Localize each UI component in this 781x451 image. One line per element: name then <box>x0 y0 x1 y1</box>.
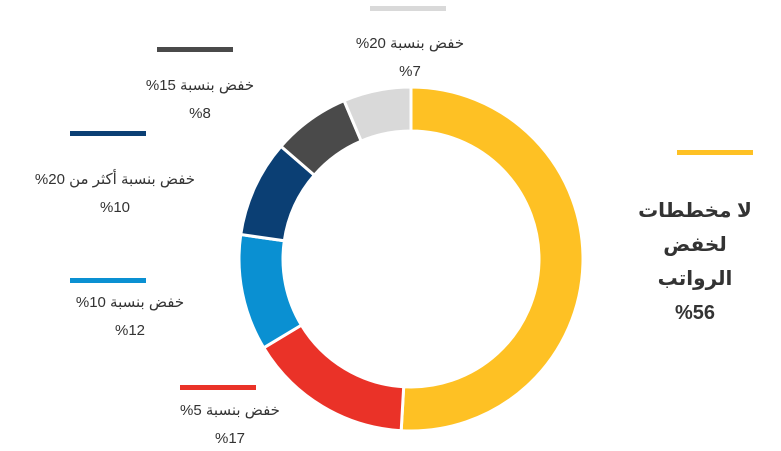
slice-label: لا مخططات لخفض الرواتب %56 <box>620 194 770 330</box>
category-label: لا مخططات لخفض الرواتب <box>638 200 752 290</box>
donut-slice <box>237 232 304 350</box>
value-label: %7 <box>399 63 421 80</box>
slice-label: خفض بنسبة 20% %7 <box>320 30 500 86</box>
donut-slice <box>342 85 413 144</box>
value-label: %8 <box>189 105 211 122</box>
slice-label: خفض بنسبة 10% %12 <box>40 289 220 345</box>
slice-label: خفض بنسبة 5% %17 <box>140 397 320 451</box>
category-label: خفض بنسبة 10% <box>75 294 185 311</box>
legend-swatch <box>180 385 256 390</box>
legend-swatch <box>157 47 233 52</box>
category-label: خفض بنسبة 20% <box>355 35 465 52</box>
legend-swatch <box>70 278 146 283</box>
slice-label: خفض بنسبة أكثر من 20% %10 <box>0 166 230 222</box>
category-label: خفض بنسبة 5% <box>180 402 280 419</box>
slice-label: خفض بنسبة 15% %8 <box>110 72 290 128</box>
legend-swatch <box>70 131 146 136</box>
value-label: %10 <box>99 199 131 216</box>
category-label: خفض بنسبة 15% <box>145 77 255 94</box>
legend-swatch <box>370 6 446 11</box>
value-label: %12 <box>114 322 146 339</box>
value-label: %56 <box>674 302 716 324</box>
donut-slice <box>399 85 585 433</box>
legend-swatch <box>677 150 753 155</box>
value-label: %17 <box>214 430 246 447</box>
category-label: خفض بنسبة أكثر من 20% <box>34 171 196 188</box>
